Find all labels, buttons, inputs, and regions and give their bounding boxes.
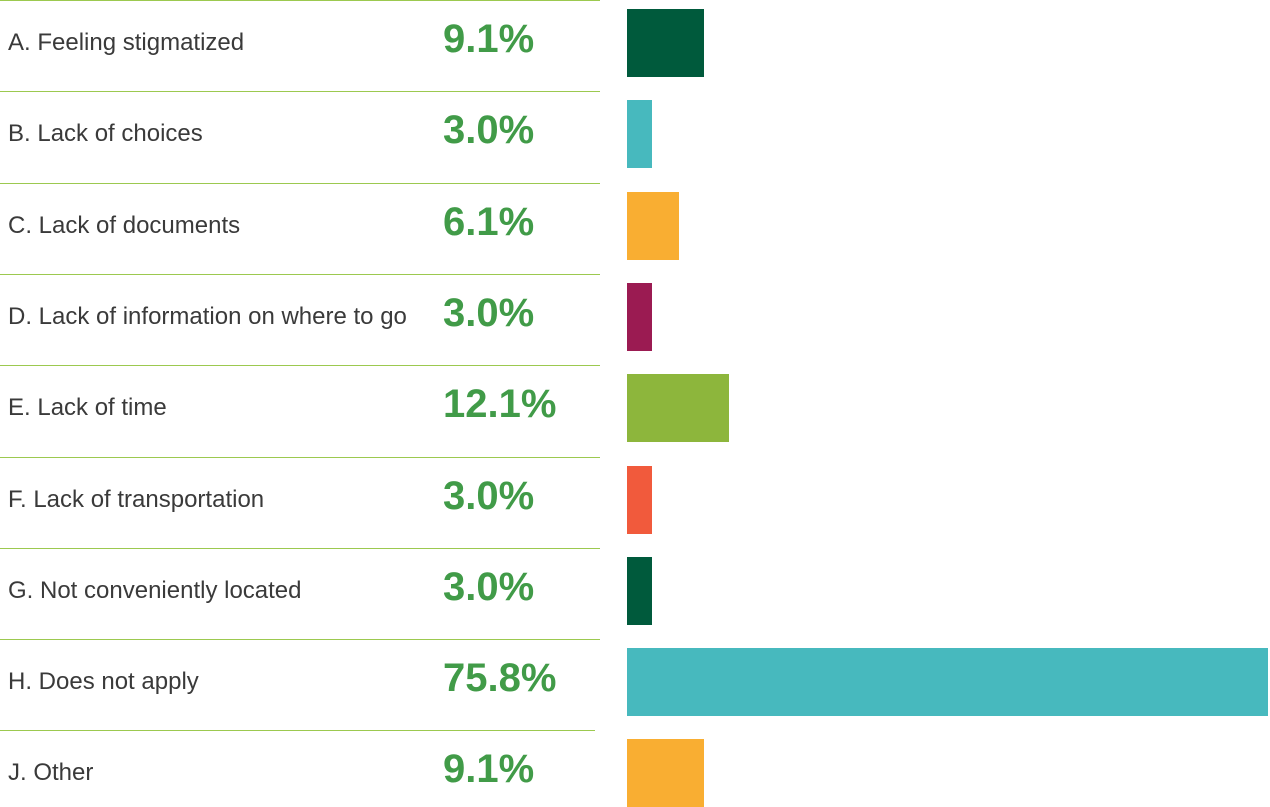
- category-label: A. Feeling stigmatized: [8, 29, 245, 56]
- category-label: D. Lack of information on where to go: [8, 302, 407, 330]
- bar: [627, 9, 704, 77]
- row-divider: [0, 91, 600, 93]
- bar: [627, 374, 730, 443]
- bar: [627, 648, 1268, 717]
- value-label: 12.1%: [443, 382, 557, 427]
- category-label: H. Does not apply: [8, 668, 199, 696]
- bar: [627, 191, 679, 260]
- value-label: 9.1%: [443, 747, 535, 792]
- row-divider: [0, 547, 600, 549]
- category-label: J. Other: [8, 759, 94, 787]
- row-divider: [0, 730, 595, 732]
- value-label: 75.8%: [443, 656, 557, 701]
- bar: [627, 556, 653, 625]
- value-label: 3.0%: [443, 290, 535, 335]
- bar: [627, 282, 653, 351]
- value-label: 6.1%: [443, 199, 535, 244]
- category-label: C. Lack of documents: [8, 211, 241, 239]
- bar: [627, 100, 653, 169]
- value-label: 3.0%: [443, 108, 535, 153]
- category-label: F. Lack of transportation: [8, 485, 265, 513]
- value-label: 3.0%: [443, 564, 535, 609]
- category-label: B. Lack of choices: [8, 120, 203, 148]
- row-divider: [0, 0, 600, 1]
- category-label: E. Lack of time: [8, 394, 167, 422]
- row-divider: [0, 273, 600, 275]
- value-label: 9.1%: [443, 17, 535, 61]
- value-label: 3.0%: [443, 473, 535, 518]
- row-divider: [0, 639, 600, 641]
- category-label: G. Not conveniently located: [8, 576, 302, 604]
- row-divider: [0, 182, 600, 184]
- bar: [627, 465, 653, 534]
- bar: [627, 739, 704, 807]
- row-divider: [0, 365, 600, 367]
- row-divider: [0, 456, 600, 458]
